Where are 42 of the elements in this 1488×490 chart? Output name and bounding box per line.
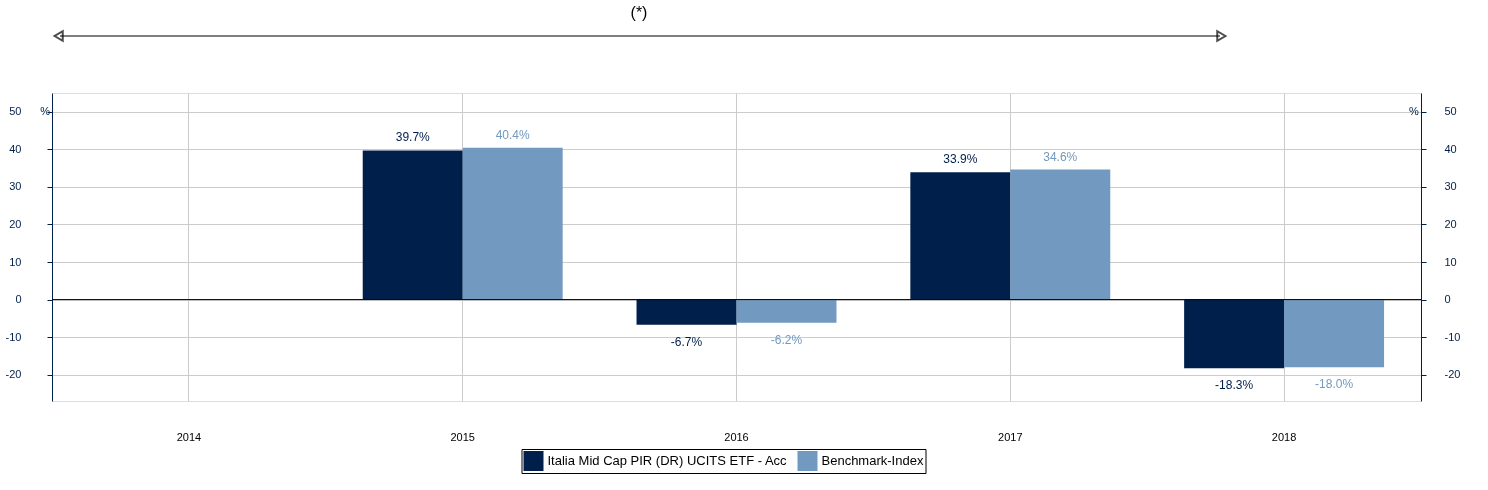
y2-tick-label: 30 — [1444, 180, 1457, 193]
y2-tick-label: 50 — [1444, 105, 1457, 118]
legend-label: Italia Mid Cap PIR (DR) UCITS ETF - Acc — [547, 453, 788, 468]
y-tick-label: 0 — [15, 293, 22, 306]
x-tick-label: 2015 — [450, 430, 475, 443]
data-label: 40.4% — [495, 127, 531, 142]
y-tick-label: 20 — [9, 217, 22, 230]
y2-tick-label: 10 — [1444, 255, 1457, 268]
data-label: -18.0% — [1315, 377, 1354, 392]
data-label: -6.2% — [770, 332, 803, 347]
bar — [636, 299, 737, 325]
y-axis-title: % — [40, 105, 51, 117]
data-label: 33.9% — [943, 152, 978, 167]
bar — [1010, 169, 1111, 300]
bar — [1184, 299, 1285, 369]
bar — [736, 299, 837, 323]
y-tick-label: -20 — [5, 368, 22, 381]
bar — [910, 172, 1011, 300]
data-label: 39.7% — [395, 130, 431, 145]
bar — [462, 147, 563, 300]
y-tick-label: 50 — [9, 105, 22, 118]
data-label: -6.7% — [670, 334, 703, 349]
x-tick-label: 2018 — [1271, 430, 1297, 443]
y2-tick-label: 0 — [1444, 293, 1451, 306]
y-tick-label: 40 — [9, 142, 22, 155]
y2-tick-label: 40 — [1444, 142, 1457, 155]
legend-label: Benchmark-Index — [821, 453, 924, 468]
x-tick-label: 2014 — [176, 430, 202, 443]
y2-tick-label: -10 — [1444, 330, 1461, 343]
data-label: -18.3% — [1215, 378, 1254, 393]
x-tick-label: 2017 — [998, 430, 1023, 443]
y2-tick-label: -20 — [1444, 368, 1461, 381]
y2-axis-title: % — [1409, 105, 1419, 117]
x-tick-label: 2016 — [724, 430, 749, 443]
y-tick-label: -10 — [5, 330, 22, 343]
data-label: 34.6% — [1043, 149, 1078, 164]
y-tick-label: 10 — [9, 255, 22, 268]
y2-tick-label: 20 — [1444, 217, 1457, 230]
bar — [1284, 299, 1385, 368]
bar — [362, 150, 463, 300]
y-tick-label: 30 — [9, 180, 22, 193]
text: (*) — [630, 4, 648, 21]
